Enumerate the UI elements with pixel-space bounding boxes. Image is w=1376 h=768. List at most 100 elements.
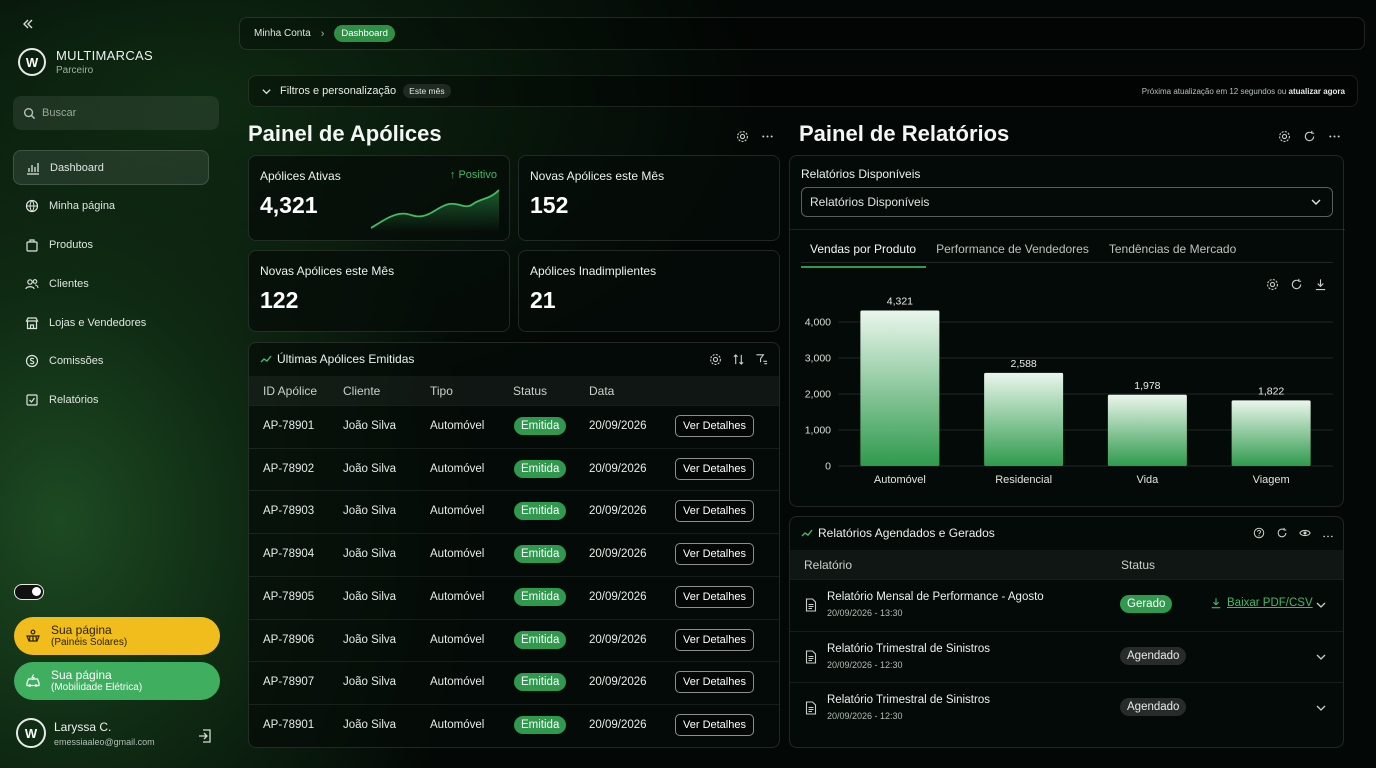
report-select[interactable]: Relatórios Disponíveis: [801, 187, 1333, 217]
refresh-icon[interactable]: [1290, 278, 1303, 291]
promo-solar-button[interactable]: Sua página (Painéis Solares): [14, 617, 220, 655]
kpi-label: Apólices Inadimplientes: [530, 264, 657, 278]
tab-market-trends[interactable]: Tendências de Mercado: [1108, 242, 1237, 256]
gear-icon[interactable]: [1278, 130, 1291, 143]
sort-icon[interactable]: [732, 353, 745, 366]
policy-type: Automóvel: [430, 420, 485, 432]
y-tick-label: 1,000: [805, 425, 831, 437]
download-icon: [1211, 598, 1221, 609]
refresh-now-link[interactable]: atualizar agora: [1288, 86, 1345, 96]
trend-line-icon: [801, 529, 813, 537]
table-row: AP-78905 João Silva Automóvel Emitida 20/09/…: [249, 575, 779, 619]
trend-indicator: ↑ Positivo: [450, 169, 497, 181]
gear-icon[interactable]: [1266, 278, 1279, 291]
bar: [1107, 394, 1187, 466]
policy-id: AP-78907: [263, 676, 315, 689]
sidebar-item-comissoes[interactable]: Comissões: [13, 344, 209, 379]
policy-date: 20/09/2026: [589, 462, 647, 475]
status-badge: Emitida: [514, 587, 567, 606]
filter-bar[interactable]: Filtros e personalização Este mês Próxim…: [248, 75, 1358, 107]
view-details-button[interactable]: Ver Detalhes: [675, 415, 754, 437]
promo-mobility-button[interactable]: Sua página (Mobilidade Elétrica): [14, 662, 220, 700]
user-name: Laryssa C.: [54, 719, 112, 734]
policy-date: 20/09/2026: [589, 505, 647, 518]
refresh-icon[interactable]: [1303, 130, 1316, 143]
sidebar-nav: Dashboard Minha página Produtos Clientes…: [13, 150, 209, 422]
view-details-button[interactable]: Ver Detalhes: [675, 543, 754, 566]
sidebar-item-label: Comissões: [49, 355, 104, 368]
view-details-button[interactable]: Ver Detalhes: [675, 457, 754, 480]
breadcrumb: Minha Conta › Dashboard: [239, 17, 1365, 50]
sidebar-item-dashboard[interactable]: Dashboard: [13, 150, 209, 185]
more-icon[interactable]: [1322, 527, 1334, 539]
refresh-icon[interactable]: [1276, 527, 1288, 539]
column-header[interactable]: Relatório: [804, 558, 853, 572]
brand-subtitle: Parceiro: [56, 65, 94, 76]
bar-value-label: 2,588: [1010, 358, 1036, 370]
report-name: Relatório Trimestral de Sinistros: [827, 694, 990, 707]
search-input[interactable]: [42, 107, 202, 119]
trend-line-icon: [260, 355, 272, 363]
status-badge: Emitida: [514, 715, 567, 734]
tab-sales-by-product[interactable]: Vendas por Produto: [801, 238, 927, 268]
gear-icon[interactable]: [709, 353, 722, 366]
view-details-button[interactable]: Ver Detalhes: [675, 671, 754, 694]
search-icon: [23, 107, 36, 119]
more-icon[interactable]: [761, 130, 774, 143]
policy-id: AP-78902: [263, 462, 315, 475]
y-tick-label: 4,000: [805, 317, 831, 329]
view-details-button[interactable]: Ver Detalhes: [675, 713, 754, 736]
sidebar-item-relatorios[interactable]: Relatórios: [13, 383, 209, 418]
column-header[interactable]: ID Apólice: [263, 384, 318, 398]
download-icon[interactable]: [1314, 278, 1327, 291]
sidebar-item-clientes[interactable]: Clientes: [13, 266, 209, 301]
refresh-note-text: Próxima atualização em 12 segundos ou: [1141, 86, 1287, 96]
available-reports-card: Relatórios Disponíveis Relatórios Dispon…: [789, 155, 1345, 507]
report-row: Relatório Trimestral de Sinistros 20/09/2…: [790, 682, 1343, 734]
policy-id: AP-78904: [263, 548, 315, 561]
filter-icon[interactable]: [755, 353, 768, 366]
eye-icon[interactable]: [1299, 527, 1311, 539]
policy-id: AP-78901: [263, 420, 315, 432]
column-header[interactable]: Cliente: [343, 384, 381, 398]
reports-panel-title: Painel de Relatórios: [799, 121, 1010, 146]
breadcrumb-parent[interactable]: Minha Conta: [254, 28, 311, 39]
column-header[interactable]: Data: [589, 384, 615, 398]
theme-toggle[interactable]: [14, 584, 44, 600]
period-chip[interactable]: Este mês: [403, 84, 451, 98]
logout-icon[interactable]: [197, 728, 213, 744]
kpi-label: Novas Apólices este Mês: [260, 264, 395, 278]
table-row: AP-78906 João Silva Automóvel Emitida 20/09/…: [249, 618, 779, 662]
policy-type: Automóvel: [430, 718, 485, 731]
column-header[interactable]: Status: [513, 384, 548, 398]
kpi-label: Novas Apólices este Mês: [530, 169, 665, 183]
sidebar-item-produtos[interactable]: Produtos: [13, 228, 209, 263]
download-pdf-csv-link[interactable]: Baixar PDF/CSV: [1210, 597, 1313, 609]
sidebar-item-minha-pagina[interactable]: Minha página: [13, 189, 209, 224]
toggle-knob: [32, 587, 41, 596]
tab-seller-performance[interactable]: Performance de Vendedores: [936, 242, 1089, 256]
chevron-down-icon[interactable]: [1315, 702, 1327, 714]
help-icon[interactable]: [1253, 527, 1265, 539]
sidebar-item-lojas[interactable]: Lojas e Vendedores: [13, 305, 209, 340]
scheduled-reports-table: Relatórios Agendados e Gerados Relatório…: [789, 516, 1344, 748]
status-badge: Emitida: [514, 417, 567, 435]
user-profile[interactable]: W Laryssa C. emessiaaleo@gmail.com: [16, 718, 216, 748]
divider: [801, 262, 1333, 263]
report-row: Relatório Trimestral de Sinistros 20/09/2…: [790, 630, 1343, 683]
view-details-button[interactable]: Ver Detalhes: [675, 585, 754, 608]
chevron-down-icon[interactable]: [1315, 651, 1327, 663]
view-details-button[interactable]: Ver Detalhes: [675, 500, 754, 523]
collapse-sidebar-icon[interactable]: [20, 16, 36, 32]
search-box[interactable]: [13, 96, 219, 130]
more-icon[interactable]: [1328, 130, 1341, 143]
view-details-button[interactable]: Ver Detalhes: [675, 628, 754, 651]
chevron-down-icon[interactable]: [1315, 599, 1327, 611]
promo-title: Sua página: [51, 623, 112, 637]
column-header[interactable]: Tipo: [430, 384, 453, 398]
report-icon: [26, 394, 38, 406]
breadcrumb-current[interactable]: Dashboard: [334, 25, 395, 42]
column-header[interactable]: Status: [1121, 558, 1156, 572]
gear-icon[interactable]: [736, 130, 749, 143]
policy-date: 20/09/2026: [589, 548, 647, 561]
